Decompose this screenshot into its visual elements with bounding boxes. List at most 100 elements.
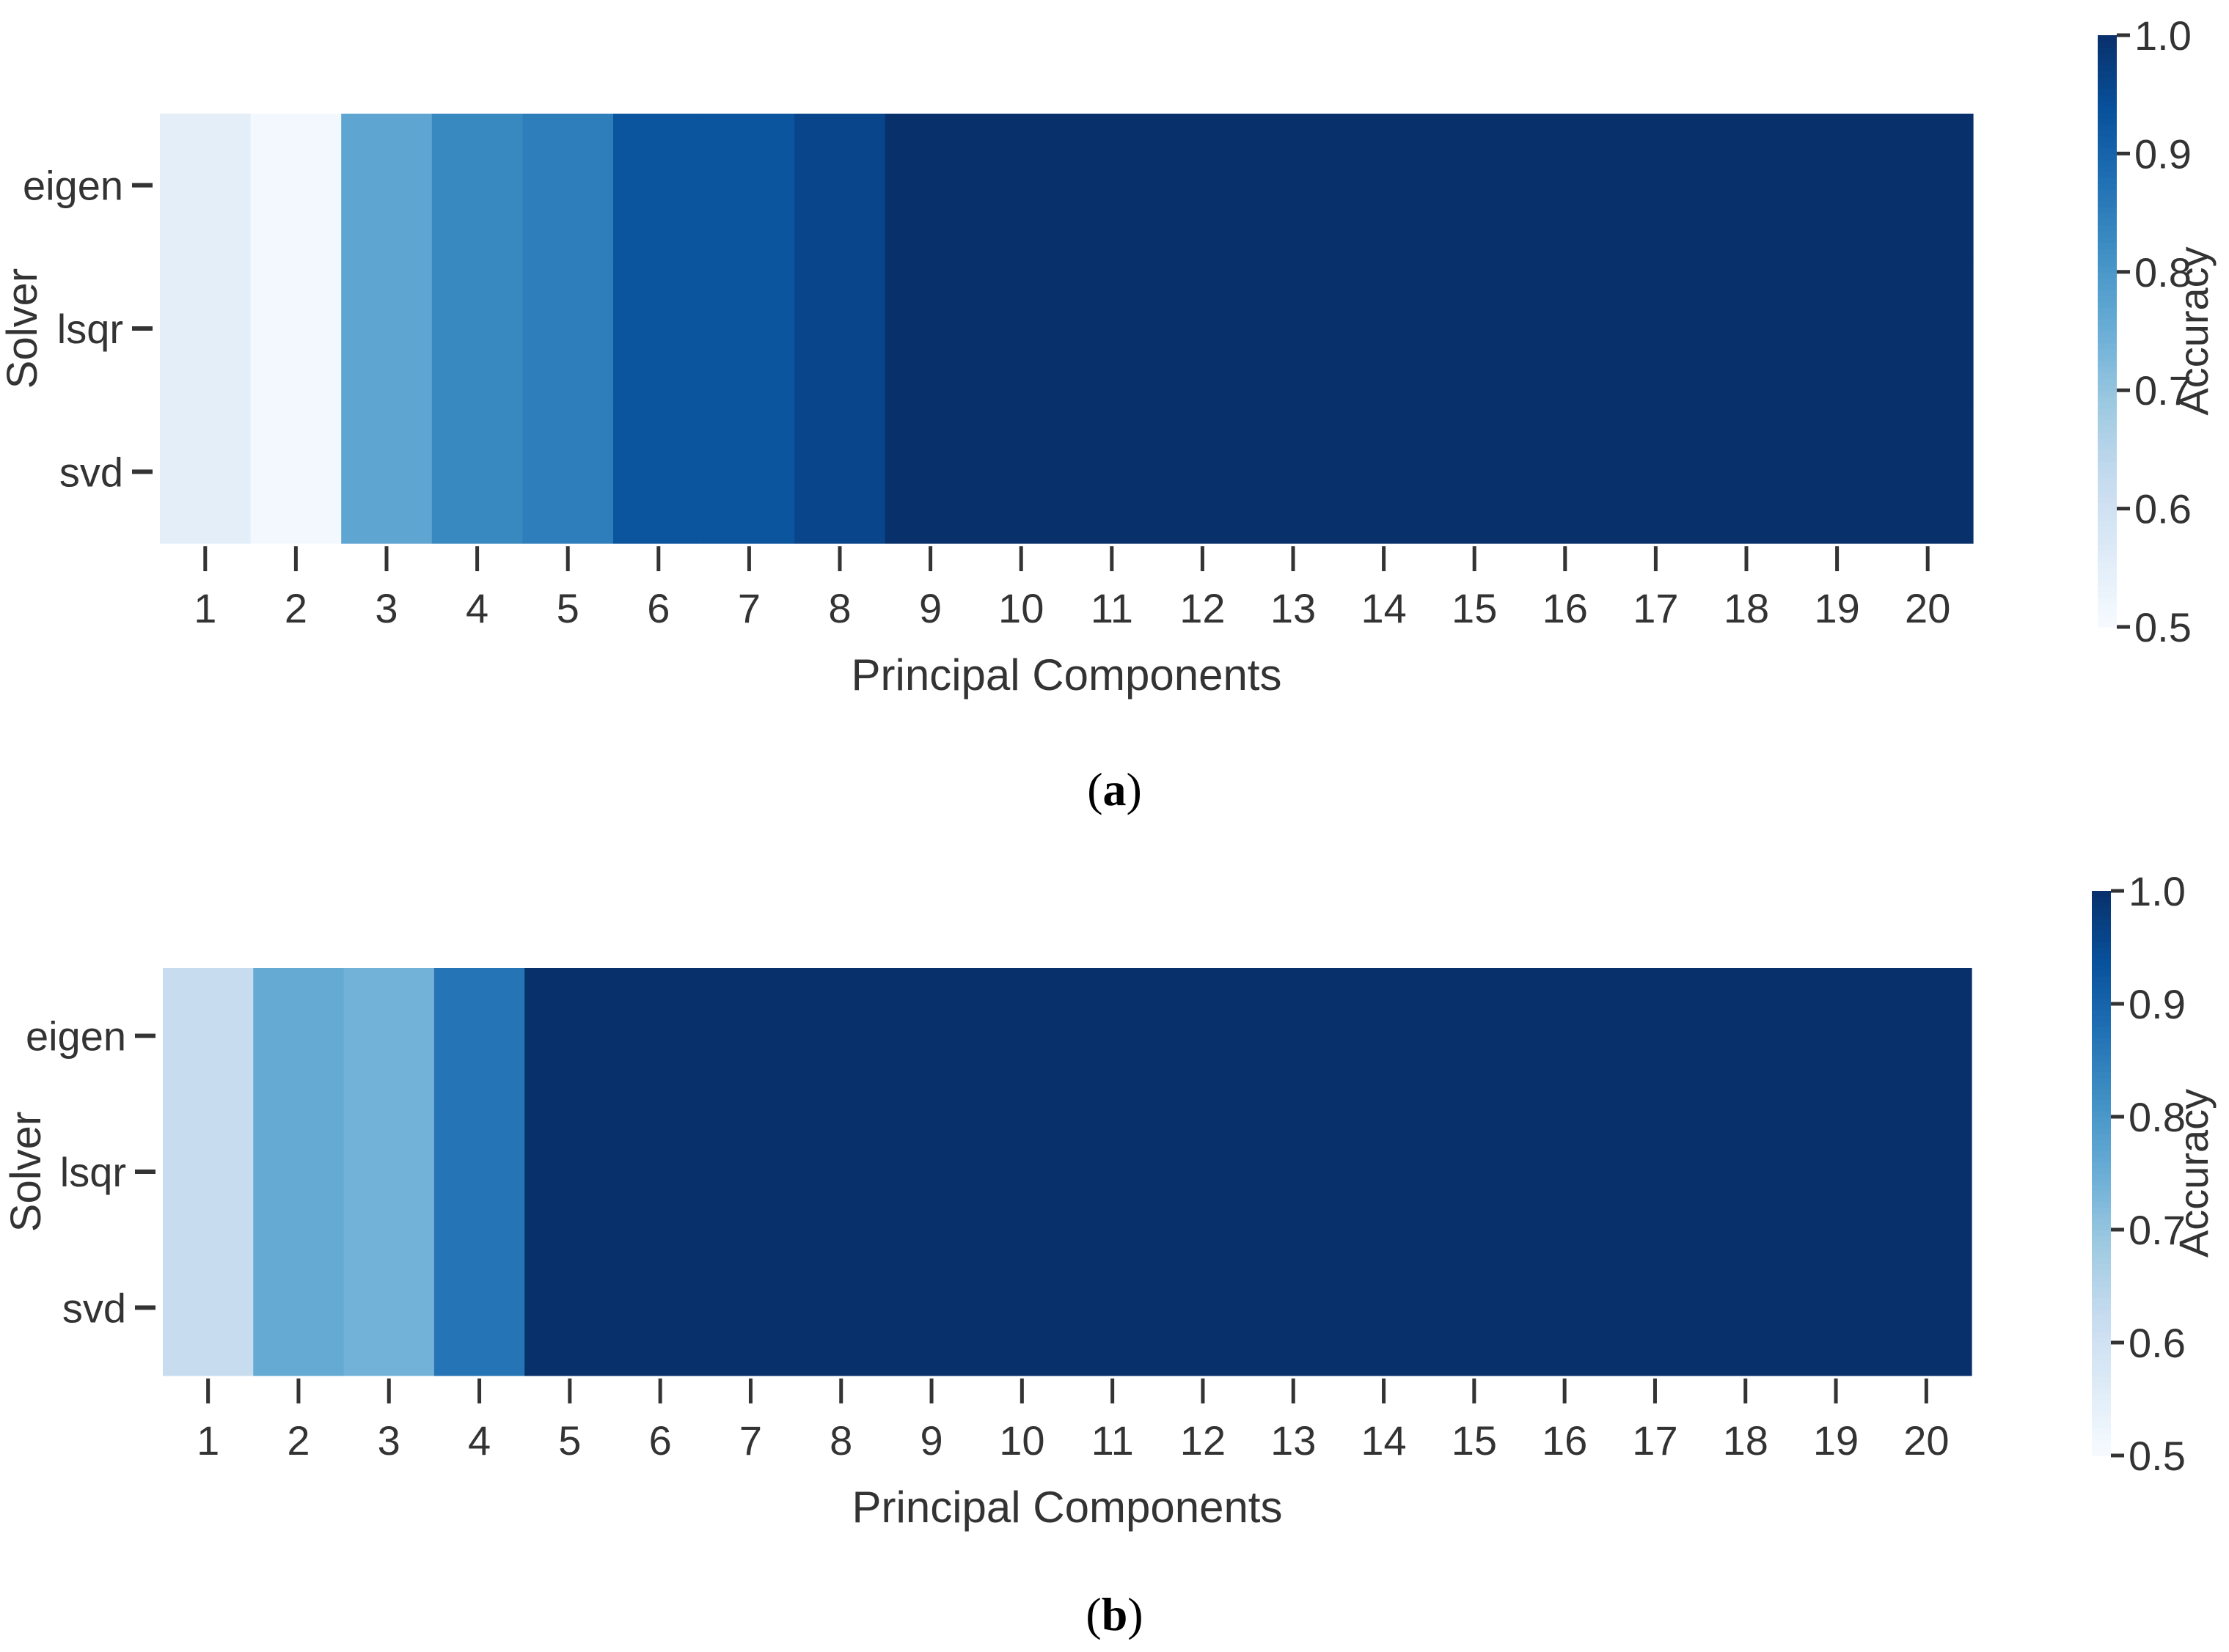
colorbar-segment [2092,1128,2111,1134]
colorbar-segment [2098,41,2117,48]
x-axis-label: Principal Components [852,1483,1283,1532]
colorbar-segment [2098,47,2117,54]
colorbar-segment [2092,1320,2111,1326]
colorbar-segment [2092,930,2111,937]
colorbar-segment [2098,573,2117,581]
colorbar-segment [2098,82,2117,89]
x-axis-label: Principal Components [852,650,1282,700]
heatmap-cell-svd-2 [253,1239,345,1376]
colorbar-segment [2092,958,2111,965]
x-tick-label-16: 16 [1542,585,1588,631]
x-tick-label-17: 17 [1633,585,1678,631]
heatmap-cell-eigen-20 [1882,114,1974,257]
colorbar-segment [2098,147,2117,155]
heatmap-cell-lsqr-5 [522,257,614,401]
x-tick-label-4: 4 [468,1417,491,1464]
heatmap-cell-svd-8 [796,1239,887,1376]
colorbar-segment [2098,502,2117,510]
colorbar-segment [2098,117,2117,125]
colorbar-segment [2092,1365,2111,1372]
colorbar-segment [2098,342,2117,350]
colorbar-segment [2092,1117,2111,1123]
heatmap-cell-lsqr-9 [885,257,976,401]
x-tick-label-9: 9 [920,1417,943,1464]
heatmap-cell-lsqr-4 [433,1104,525,1241]
y-axis-label: Solver [2,1112,50,1232]
colorbar-segment [2092,1099,2111,1106]
colorbar-segment [2092,1297,2111,1304]
colorbar-segment [2092,1134,2111,1140]
colorbar-segment [2092,1218,2111,1225]
heatmap-cell-lsqr-1 [160,257,252,401]
colorbar-segment [2098,265,2117,273]
colorbar-segment [2092,1274,2111,1282]
heatmap-cell-svd-5 [524,1239,616,1376]
x-tick-label-2: 2 [285,585,307,631]
heatmap-cell-eigen-12 [1157,968,1249,1104]
colorbar-segment [2092,902,2111,908]
heatmap-cell-eigen-17 [1610,114,1702,257]
colorbar-segment [2098,443,2117,450]
x-tick-label-3: 3 [375,585,398,631]
heatmap-panel-b: 1 2 3 4 5 6 7 8 9 10 11 12 13 14 15 16 17 18 19 20eigenlsqr… [2,868,2217,1532]
colorbar-segment [2092,1331,2111,1338]
x-tick-label-4: 4 [466,585,488,631]
colorbar-segment [2092,964,2111,971]
heatmap-cell-lsqr-8 [796,1104,887,1241]
colorbar-segment [2092,1021,2111,1027]
heatmap-cell-svd-16 [1519,1239,1611,1376]
colorbar-segment [2092,1139,2111,1146]
colorbar-segment [2098,59,2117,66]
heatmap-cell-lsqr-7 [705,1104,797,1241]
colorbar-segment [2098,248,2117,255]
colorbar-segment [2098,550,2117,557]
colorbar-segment [2098,348,2117,356]
colorbar-segment [2098,473,2117,480]
colorbar-segment [2098,106,2117,113]
colorbar-segment [2092,992,2111,999]
x-tick-label-15: 15 [1452,1417,1497,1464]
heatmap-cell-lsqr-8 [794,257,886,401]
colorbar-segment [2098,230,2117,238]
heatmap-cell-eigen-13 [1248,968,1339,1104]
colorbar-segment [2092,1071,2111,1078]
heatmap-cell-lsqr-9 [886,1104,978,1241]
heatmap-cell-eigen-15 [1429,114,1520,257]
colorbar-segment [2092,1359,2111,1366]
heatmap-cell-lsqr-18 [1701,257,1793,401]
colorbar-segment [2092,1343,2111,1349]
heatmap-cell-eigen-17 [1609,968,1701,1104]
heatmap-cell-svd-15 [1429,1239,1520,1376]
colorbar-segment [2092,947,2111,954]
colorbar-segment [2092,941,2111,948]
heatmap-cell-svd-10 [976,1239,1068,1376]
heatmap-cell-lsqr-17 [1609,1104,1701,1241]
colorbar-label: Accuracy [2170,246,2217,415]
heatmap-cell-svd-19 [1791,400,1883,544]
colorbar-segment [2098,354,2117,361]
colorbar-segment [2098,307,2117,315]
heatmap-cell-lsqr-19 [1790,1104,1882,1241]
colorbar-segment [2098,177,2117,184]
heatmap-cell-svd-8 [794,400,886,544]
colorbar-segment [2092,1161,2111,1169]
heatmap-cell-svd-10 [976,400,1067,544]
heatmap-cell-eigen-15 [1429,968,1520,1104]
colorbar-tick-label-0.8: 0.8 [2134,249,2192,295]
colorbar-segment [2098,242,2117,249]
heatmap-cell-lsqr-12 [1157,1104,1249,1241]
colorbar-segment [2092,1004,2111,1010]
heatmap-cell-lsqr-20 [1882,257,1974,401]
colorbar-segment [2092,975,2111,982]
colorbar-segment [2098,325,2117,332]
colorbar-segment [2098,537,2117,545]
heatmap-cell-svd-6 [615,1239,706,1376]
heatmap-cell-eigen-3 [341,114,433,257]
colorbar-tick-label-0.8: 0.8 [2129,1094,2186,1140]
colorbar-segment [2092,1387,2111,1395]
colorbar-segment [2098,532,2117,539]
heatmap-cell-eigen-4 [433,968,525,1104]
heatmap-cell-svd-2 [250,400,342,544]
x-tick-label-12: 12 [1179,585,1225,631]
colorbar-segment [2092,1433,2111,1439]
